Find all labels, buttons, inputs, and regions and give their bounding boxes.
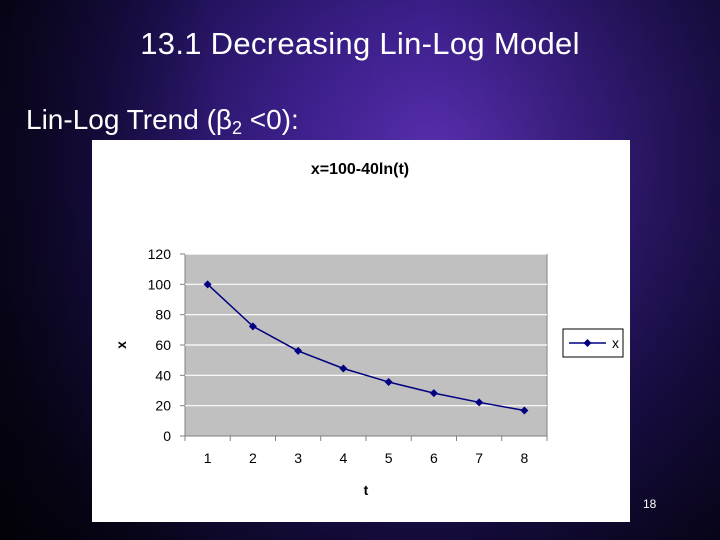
x-axis-label: t	[364, 482, 369, 498]
x-tick-label: 7	[475, 450, 483, 466]
x-tick-label: 2	[249, 450, 257, 466]
y-tick-label: 120	[148, 246, 172, 262]
y-tick-label: 60	[155, 337, 171, 353]
data-point-marker	[429, 389, 438, 398]
y-ticks: 0 20 40 60 80 100 120	[148, 246, 185, 444]
y-axis-label: x	[113, 341, 129, 349]
x-tick-label: 3	[294, 450, 302, 466]
slide-subtitle: Lin-Log Trend (β2 <0):	[26, 104, 299, 138]
legend: x	[562, 328, 624, 358]
subtitle-subscript: 2	[232, 118, 243, 138]
series-layer	[203, 280, 529, 415]
y-tick-label: 100	[148, 276, 172, 292]
series-line	[207, 283, 525, 412]
x-tick-label: 6	[430, 450, 438, 466]
subtitle-suffix: <0):	[242, 104, 299, 135]
x-tick-label: 5	[385, 450, 393, 466]
data-point-marker	[203, 280, 212, 289]
chart-svg: x=100-40ln(t) 0 20 40 60 80 100 120 1 2 3 4 5 6 7 8 x…	[113, 161, 624, 498]
page-number: 18	[643, 497, 657, 511]
data-point-marker	[475, 398, 484, 407]
y-tick-label: 20	[155, 398, 171, 414]
slide-title: 13.1 Decreasing Lin-Log Model	[140, 26, 580, 61]
chart-container: x=100-40ln(t) 0 20 40 60 80 100 120 1 2 3 4 5 6 7 8 x…	[92, 140, 630, 522]
data-point-marker	[248, 322, 257, 331]
y-tick-label: 0	[163, 428, 171, 444]
subtitle-prefix: Lin-Log Trend (β	[26, 104, 232, 135]
data-point-marker	[384, 378, 393, 387]
legend-marker	[583, 339, 592, 347]
y-tick-label: 80	[155, 307, 171, 323]
x-tick-label: 4	[339, 450, 347, 466]
x-tick-label: 1	[204, 450, 212, 466]
legend-label: x	[612, 335, 619, 351]
data-point-marker	[339, 364, 348, 373]
chart-title: x=100-40ln(t)	[311, 161, 409, 178]
data-point-marker	[520, 406, 529, 415]
y-tick-label: 40	[155, 367, 171, 383]
data-point-marker	[294, 346, 303, 355]
x-ticks: 1 2 3 4 5 6 7 8	[184, 436, 548, 466]
x-tick-label: 8	[520, 450, 528, 466]
